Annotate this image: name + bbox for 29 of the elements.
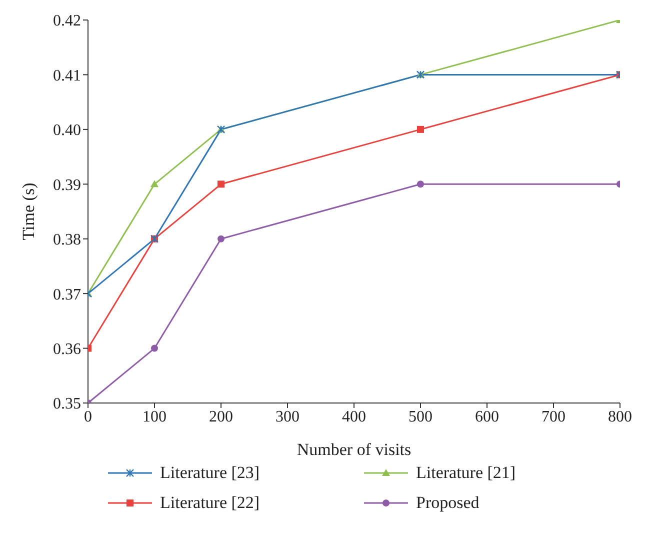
y-tick-label: 0.40 [53,122,81,140]
x-axis-title: Number of visits [296,440,412,459]
y-tick-label: 0.38 [53,232,81,249]
y-tick-label: 0.36 [53,340,81,358]
y-axis-title: Time (s) [19,182,38,240]
y-tick-label: 0.39 [53,176,81,194]
y-tick-label: 0.37 [53,286,81,304]
x-tick-label: 100 [142,408,166,426]
x-tick-label: 200 [209,408,233,426]
point [417,126,424,133]
point [218,180,224,188]
x-tick-label: 0 [84,408,92,426]
y-tick-label: 0.42 [53,12,81,30]
legend-label: Literature [23] [160,463,260,483]
point [218,235,224,242]
point [150,180,158,188]
point [417,180,424,188]
x-tick-label: 600 [475,408,499,426]
x-tick-label: 300 [276,408,300,426]
x-tick-label: 800 [608,408,632,426]
legend-label: Literature [22] [160,493,260,513]
x-tick-label: 700 [542,408,566,426]
legend-label: Literature [21] [416,463,516,483]
legend-label: Proposed [416,493,480,513]
y-tick-label: 0.41 [53,67,81,84]
point [151,344,158,352]
y-tick-label: 0.35 [53,396,81,413]
x-tick-label: 400 [342,408,366,426]
x-tick-label: 500 [408,408,432,426]
